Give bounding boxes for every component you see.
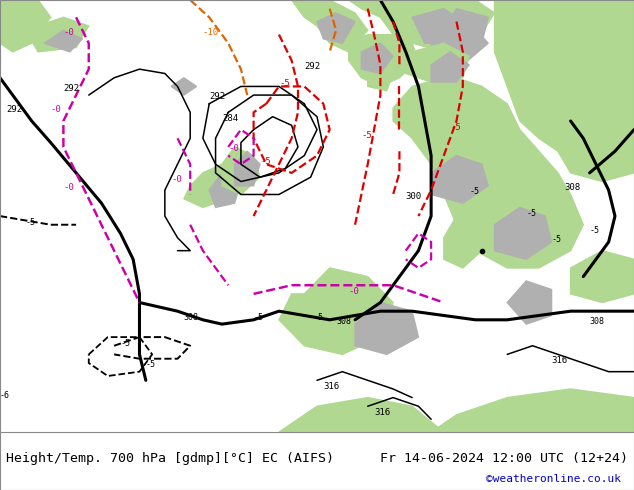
Text: -5: -5 [469, 188, 479, 196]
Text: -0: -0 [349, 287, 359, 296]
Text: -10: -10 [203, 27, 219, 37]
Text: -5: -5 [260, 157, 271, 166]
Text: -5: -5 [25, 218, 36, 227]
Text: 292: 292 [63, 84, 79, 93]
Text: -5: -5 [526, 209, 536, 218]
Text: 300: 300 [406, 192, 422, 201]
Polygon shape [431, 78, 495, 121]
Polygon shape [431, 52, 469, 82]
Polygon shape [437, 9, 488, 52]
Polygon shape [349, 35, 418, 86]
Polygon shape [507, 281, 552, 324]
Text: -5: -5 [450, 122, 461, 132]
Text: -5: -5 [590, 226, 600, 235]
Polygon shape [279, 268, 393, 354]
Polygon shape [361, 43, 393, 74]
Polygon shape [222, 147, 260, 195]
Text: -5: -5 [552, 235, 562, 244]
Polygon shape [571, 251, 634, 302]
Polygon shape [444, 216, 482, 268]
Polygon shape [235, 151, 260, 186]
Text: 316: 316 [552, 356, 567, 365]
Polygon shape [349, 0, 444, 43]
Text: 308: 308 [336, 317, 351, 326]
Polygon shape [279, 397, 444, 432]
Polygon shape [292, 0, 368, 52]
Polygon shape [412, 9, 463, 43]
Polygon shape [171, 78, 197, 95]
Polygon shape [495, 0, 634, 181]
Polygon shape [25, 17, 89, 52]
Text: Height/Temp. 700 hPa [gdmp][°C] EC (AIFS): Height/Temp. 700 hPa [gdmp][°C] EC (AIFS… [6, 452, 334, 465]
Text: 316: 316 [323, 382, 339, 391]
Text: -0: -0 [51, 105, 61, 114]
Text: 308: 308 [564, 183, 580, 192]
Polygon shape [431, 22, 488, 65]
Text: 308: 308 [184, 313, 199, 322]
Polygon shape [393, 0, 495, 52]
Text: ©weatheronline.co.uk: ©weatheronline.co.uk [486, 474, 621, 484]
Text: -0: -0 [63, 27, 74, 37]
Text: -5: -5 [361, 131, 372, 140]
Text: 292: 292 [209, 93, 225, 101]
Text: 316: 316 [374, 408, 390, 417]
Text: 284: 284 [222, 114, 238, 123]
Text: -5: -5 [146, 360, 156, 369]
Text: -6: -6 [0, 391, 10, 400]
Text: -0: -0 [228, 144, 239, 153]
Text: 292: 292 [304, 62, 320, 71]
Polygon shape [355, 302, 418, 354]
Polygon shape [209, 173, 241, 207]
Polygon shape [0, 0, 51, 52]
Text: 5: 5 [317, 313, 322, 322]
Text: Fr 14-06-2024 12:00 UTC (12+24): Fr 14-06-2024 12:00 UTC (12+24) [380, 452, 628, 465]
Polygon shape [368, 65, 393, 91]
Text: -5: -5 [254, 313, 264, 322]
Text: 292: 292 [6, 105, 22, 114]
Polygon shape [431, 389, 634, 432]
Polygon shape [393, 78, 583, 268]
Polygon shape [406, 43, 469, 82]
Polygon shape [495, 207, 552, 259]
Polygon shape [184, 164, 235, 207]
Polygon shape [317, 13, 355, 43]
Text: -5: -5 [120, 339, 131, 348]
Polygon shape [44, 30, 82, 52]
Text: 308: 308 [590, 317, 605, 326]
Text: -0: -0 [171, 174, 182, 184]
Polygon shape [431, 156, 488, 203]
Text: -0: -0 [63, 183, 74, 192]
Text: -5: -5 [279, 79, 290, 88]
